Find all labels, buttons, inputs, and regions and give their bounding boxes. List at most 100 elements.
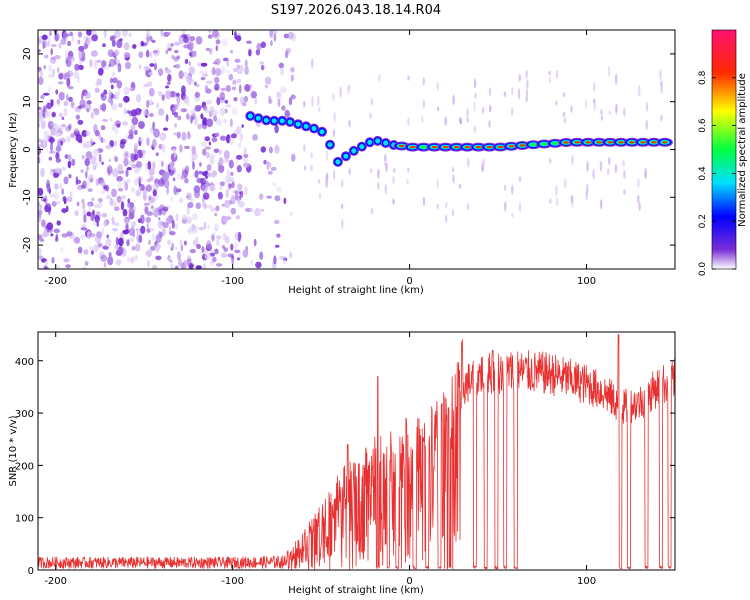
noise-blob (126, 178, 131, 184)
noise-blob (230, 49, 233, 54)
noise-blob (216, 97, 221, 106)
noise-blob (146, 137, 150, 146)
noise-blob (116, 39, 123, 49)
noise-blob (138, 108, 142, 112)
noise-blob (123, 86, 130, 96)
noise-blob (258, 193, 264, 200)
noise-blob (236, 165, 242, 173)
noise-blob (224, 236, 230, 244)
noise-blob (42, 41, 45, 49)
noise-blob (42, 231, 49, 238)
noise-blob (149, 35, 153, 42)
noise-blob (191, 213, 199, 221)
noise-blob (43, 137, 46, 147)
noise-blob (166, 81, 171, 85)
noise-blob (96, 221, 99, 227)
noise-blob (61, 208, 68, 214)
noise-blob (260, 208, 265, 212)
harmonic-blob (504, 201, 507, 211)
noise-blob (111, 77, 118, 84)
harmonic-blob (377, 181, 380, 190)
noise-blob (237, 198, 241, 205)
harmonic-blob (422, 77, 425, 86)
noise-blob (66, 93, 69, 101)
noise-blob (46, 183, 51, 193)
noise-blob (148, 197, 155, 204)
noise-blob (178, 197, 184, 204)
noise-blob (123, 108, 128, 115)
colorbar-label: Normalized spectral amplitude (737, 73, 748, 227)
noise-blob (229, 136, 234, 146)
noise-blob (207, 224, 210, 230)
noise-blob (252, 134, 258, 141)
noise-blob (67, 40, 72, 47)
noise-blob (160, 30, 164, 37)
noise-blob (224, 99, 229, 104)
noise-blob (66, 231, 73, 237)
signal-core (399, 144, 405, 148)
noise-blob (183, 259, 188, 269)
signal-mid (271, 118, 277, 124)
snr-y-tick-label: 0 (28, 566, 34, 577)
noise-blob (134, 178, 138, 186)
harmonic-blob (592, 98, 596, 104)
noise-blob (48, 64, 52, 73)
noise-blob (68, 154, 72, 161)
noise-blob (42, 105, 48, 110)
harmonic-blob (347, 86, 350, 95)
harmonic-blob (466, 203, 470, 210)
noise-blob (291, 153, 296, 162)
noise-blob (239, 96, 245, 105)
noise-blob (198, 226, 205, 231)
noise-blob (176, 95, 181, 104)
noise-blob (166, 186, 170, 195)
harmonic-blob (570, 194, 574, 204)
noise-blob (276, 233, 281, 238)
noise-blob (129, 87, 135, 92)
harmonic-blob (555, 100, 558, 106)
noise-blob (260, 64, 265, 71)
noise-blob (212, 256, 217, 263)
harmonic-blob (407, 75, 410, 81)
noise-blob (175, 63, 181, 69)
noise-blob (56, 220, 61, 226)
noise-blob (214, 76, 220, 84)
noise-blob (260, 41, 266, 49)
noise-blob (196, 243, 202, 250)
noise-blob (117, 188, 124, 192)
noise-blob (169, 161, 174, 171)
noise-blob (165, 164, 169, 172)
noise-blob (39, 238, 45, 243)
noise-blob (189, 249, 196, 254)
noise-blob (162, 171, 170, 181)
noise-blob (65, 136, 72, 143)
harmonic-blob (473, 125, 476, 134)
noise-blob (38, 255, 44, 260)
harmonic-blob (436, 178, 439, 189)
harmonic-blob (637, 178, 640, 188)
noise-blob (149, 63, 155, 67)
noise-blob (101, 118, 109, 122)
harmonic-blob (562, 92, 566, 98)
noise-blob (272, 182, 277, 187)
noise-blob (152, 161, 156, 170)
noise-blob (51, 122, 58, 127)
harmonic-blob (369, 112, 372, 119)
noise-blob (256, 43, 262, 51)
noise-blob (53, 190, 60, 201)
noise-blob (290, 67, 295, 73)
noise-blob (163, 179, 170, 189)
noise-blob (63, 176, 69, 185)
noise-blob (108, 89, 112, 98)
noise-blob (181, 85, 186, 95)
noise-blob (47, 35, 51, 45)
colorbar-tick-label: 0.6 (698, 118, 708, 133)
noise-blob (244, 84, 251, 92)
noise-blob (178, 258, 182, 267)
noise-blob (146, 222, 149, 229)
harmonic-blob (518, 176, 522, 182)
noise-blob (106, 165, 113, 175)
harmonic-blob (488, 120, 491, 128)
noise-blob (151, 205, 154, 209)
noise-blob (151, 232, 155, 242)
